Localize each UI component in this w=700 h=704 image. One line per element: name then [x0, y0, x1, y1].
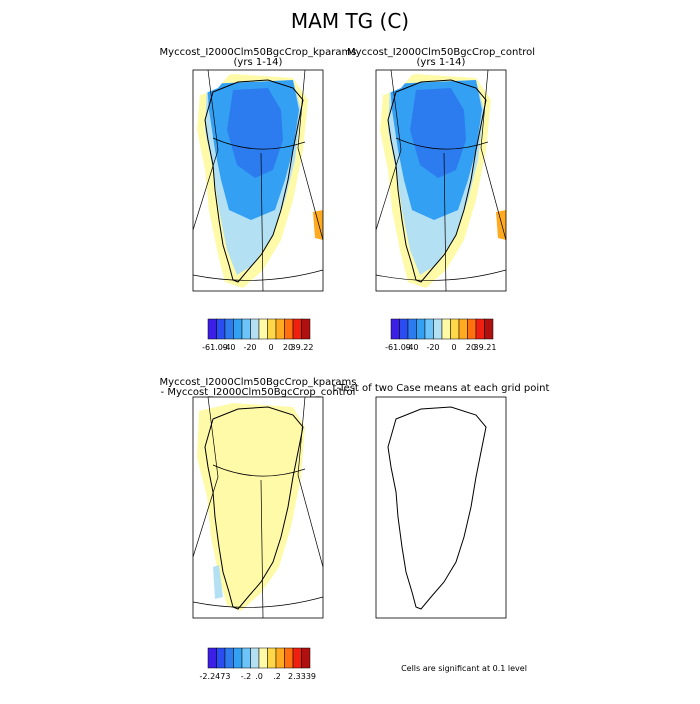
colorbar-label: .0 — [255, 672, 263, 681]
panel-title: t-Test of two Case means at each grid po… — [333, 383, 550, 394]
colorbar-box — [241, 647, 251, 669]
panel-title: Myccost_I2000Clm50BgcCrop_kparams — [160, 47, 357, 58]
colorbar-box — [292, 647, 302, 669]
colorbar-box — [467, 318, 477, 340]
colorbar-box — [207, 647, 217, 669]
colorbar-box — [407, 318, 417, 340]
colorbar-box — [216, 318, 226, 340]
colorbar-box — [258, 647, 268, 669]
colorbar-box — [399, 318, 409, 340]
colorbar-label: 39.21 — [474, 343, 497, 352]
colorbar-box — [233, 647, 243, 669]
colorbar-label: -61.09 — [202, 343, 228, 352]
colorbar-box — [433, 318, 443, 340]
panel-subtitle: - Myccost_I2000Clm50BgcCrop_control — [161, 387, 356, 398]
map-panel — [192, 69, 324, 292]
colorbar-label: 0 — [268, 343, 273, 352]
map-panel — [192, 396, 324, 619]
note: Cells are significant at 0.1 level — [401, 664, 527, 673]
colorbar-label: -40 — [405, 343, 418, 352]
colorbar-box — [216, 647, 226, 669]
colorbar-box — [275, 318, 285, 340]
colorbar-box — [284, 318, 294, 340]
colorbar-box — [258, 318, 268, 340]
figure-title: MAM TG (C) — [291, 9, 409, 33]
colorbar-box — [250, 318, 260, 340]
colorbar-box — [424, 318, 434, 340]
colorbar-box — [241, 318, 251, 340]
colorbar-box — [390, 318, 400, 340]
colorbar-box — [267, 318, 277, 340]
colorbar-label: .2 — [273, 672, 281, 681]
colorbar-box — [275, 647, 285, 669]
colorbar-label: -61.09 — [385, 343, 411, 352]
map-panel — [375, 396, 507, 619]
colorbar-box — [250, 647, 260, 669]
colorbar-label: -20 — [243, 343, 256, 352]
colorbar-box — [284, 647, 294, 669]
colorbar-box — [416, 318, 426, 340]
panel-subtitle: (yrs 1-14) — [234, 57, 283, 68]
panel-title: Myccost_I2000Clm50BgcCrop_kparams — [160, 377, 357, 388]
colorbar-box — [207, 318, 217, 340]
colorbar-box — [224, 647, 234, 669]
colorbar-box — [450, 318, 460, 340]
colorbar-box — [301, 318, 311, 340]
colorbar-label: 39.22 — [291, 343, 314, 352]
colorbar-label: -40 — [222, 343, 235, 352]
colorbar-box — [292, 318, 302, 340]
map-panel — [375, 69, 507, 292]
panel-title: Myccost_I2000Clm50BgcCrop_control — [347, 47, 535, 58]
colorbar-box — [475, 318, 485, 340]
colorbar-box — [484, 318, 494, 340]
colorbar-box — [224, 318, 234, 340]
colorbar-box — [458, 318, 468, 340]
colorbar-label: 2.3339 — [288, 672, 316, 681]
colorbar-label: 0 — [451, 343, 456, 352]
colorbar-box — [233, 318, 243, 340]
colorbar-box — [441, 318, 451, 340]
panel-subtitle: (yrs 1-14) — [417, 57, 466, 68]
colorbar-box — [301, 647, 311, 669]
colorbar-label: -2.2473 — [200, 672, 231, 681]
colorbar-box — [267, 647, 277, 669]
colorbar-label: 20 — [466, 343, 476, 352]
colorbar-label: -20 — [426, 343, 439, 352]
colorbar-label: 20 — [283, 343, 293, 352]
colorbar-label: -.2 — [241, 672, 252, 681]
